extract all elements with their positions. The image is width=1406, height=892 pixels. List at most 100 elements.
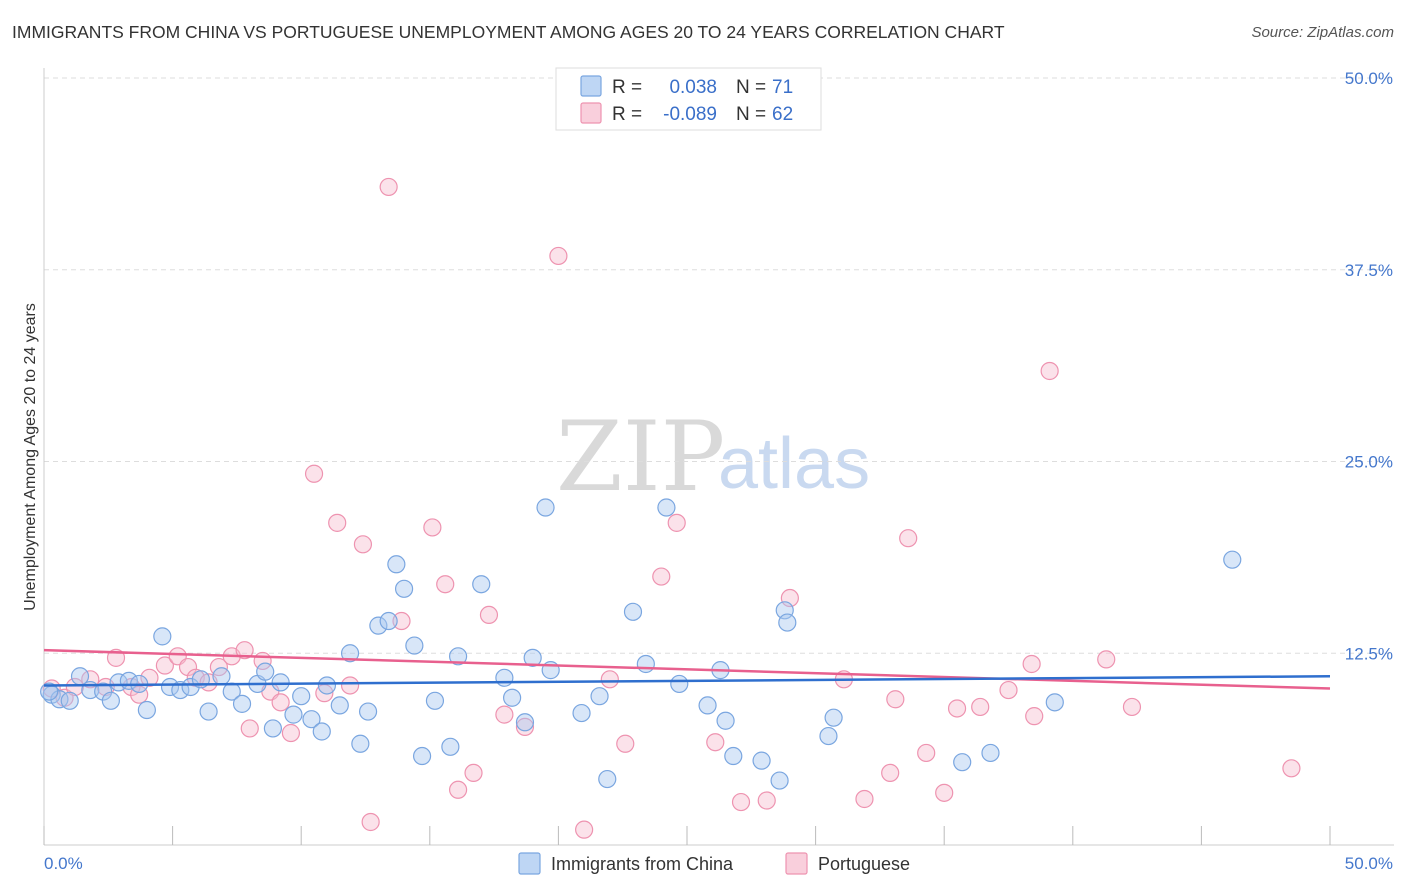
china-point (412, 746, 432, 766)
china-point (271, 673, 290, 692)
china-point (503, 688, 522, 707)
china-point (232, 694, 252, 713)
y-tick-label: 25.0% (1345, 453, 1393, 472)
china-point (358, 702, 378, 721)
china-point (387, 555, 406, 574)
china-point (302, 710, 321, 729)
portuguese-point (706, 733, 725, 752)
x-ticks (43, 826, 1331, 845)
bottom-legend-swatch-portuguese (785, 852, 808, 875)
portuguese-point (328, 513, 347, 532)
china-point (379, 611, 398, 631)
portuguese-point (1040, 361, 1059, 381)
bottom-legend-label-china: Immigrants from China (551, 854, 734, 874)
china-point (657, 498, 676, 517)
china-point (824, 708, 843, 727)
correlation-legend: R = 0.038 N = 71 R = -0.089 N = 62 (555, 67, 822, 131)
portuguese-point (917, 743, 936, 763)
china-point (636, 654, 655, 674)
china-trend-line (43, 675, 1331, 687)
china-point (199, 702, 218, 721)
portuguese-point (436, 575, 455, 594)
legend-n-value-china: 71 (772, 77, 793, 98)
portuguese-point (81, 670, 100, 689)
china-point (441, 737, 460, 756)
china-point (101, 691, 120, 710)
portuguese-point (353, 535, 373, 554)
china-point (953, 753, 972, 772)
portuguese-point (1022, 654, 1041, 674)
bottom-legend-label-portuguese: Portuguese (818, 854, 910, 874)
china-point (670, 674, 689, 694)
china-point (590, 687, 609, 706)
china-point (369, 616, 388, 635)
portuguese-point (899, 529, 918, 548)
portuguese-point (392, 611, 411, 631)
portuguese-point (235, 641, 254, 660)
portuguese-point (495, 705, 514, 724)
china-point (523, 648, 542, 667)
legend-n-label-portuguese: N = (736, 104, 766, 125)
portuguese-point (757, 791, 776, 810)
legend-r-value-china: 0.038 (669, 77, 717, 98)
portuguese-point (464, 763, 483, 783)
portuguese-point (140, 668, 159, 687)
china-point (330, 696, 349, 715)
legend-swatch-china (580, 75, 602, 97)
series-legend: Immigrants from China Portuguese (518, 852, 910, 875)
portuguese-point (304, 464, 324, 483)
portuguese-point (549, 246, 568, 266)
china-point (752, 751, 771, 770)
portuguese-point (1025, 707, 1044, 726)
portuguese-point (667, 513, 686, 532)
portuguese-point (423, 518, 442, 537)
chart-source: Source: ZipAtlas.com (1251, 24, 1394, 41)
china-point (160, 677, 180, 697)
portuguese-point (947, 699, 967, 718)
china-point (40, 682, 59, 701)
portuguese-point (881, 763, 900, 783)
portuguese-trend-line (43, 648, 1331, 690)
china-point (981, 743, 1000, 763)
china-point (263, 719, 283, 738)
china-point (1223, 550, 1242, 569)
china-point (819, 726, 838, 746)
china-point (153, 627, 172, 646)
grid-lines (44, 77, 1394, 654)
portuguese-point (886, 690, 905, 709)
x-tick-label-max: 50.0% (1345, 854, 1393, 873)
portuguese-point (600, 670, 619, 689)
legend-n-value-portuguese: 62 (772, 104, 793, 125)
legend-n-label-china: N = (736, 77, 766, 98)
china-point (698, 696, 717, 715)
legend-r-value-portuguese: -0.089 (663, 104, 717, 125)
china-point (212, 667, 231, 686)
portuguese-point (1122, 697, 1142, 717)
portuguese-point (616, 734, 635, 753)
china-point (716, 711, 735, 730)
china-point (495, 668, 514, 687)
y-axis-title: Unemployment Among Ages 20 to 24 years (22, 303, 39, 611)
portuguese-point (935, 783, 954, 802)
portuguese-point (515, 717, 535, 736)
china-point (405, 636, 424, 655)
x-tick-label-min: 0.0% (44, 854, 83, 873)
portuguese-point (479, 605, 499, 625)
china-point (60, 691, 79, 710)
china-point (94, 682, 113, 701)
portuguese-point (1282, 759, 1301, 778)
china-point (292, 687, 311, 706)
y-tick-label: 37.5% (1345, 261, 1393, 280)
portuguese-point (855, 789, 874, 809)
china-point (425, 691, 445, 710)
watermark-zip: ZIP (556, 401, 725, 513)
china-point (340, 644, 360, 663)
chart-title: IMMIGRANTS FROM CHINA VS PORTUGUESE UNEM… (12, 22, 1005, 42)
china-point (317, 676, 337, 695)
portuguese-point (448, 780, 468, 799)
china-point (448, 647, 468, 666)
y-tick-labels: 12.5% 25.0% 37.5% 50.0% (1345, 69, 1393, 663)
portuguese-point (240, 719, 259, 738)
china-point (171, 680, 190, 700)
china-point (181, 677, 200, 697)
